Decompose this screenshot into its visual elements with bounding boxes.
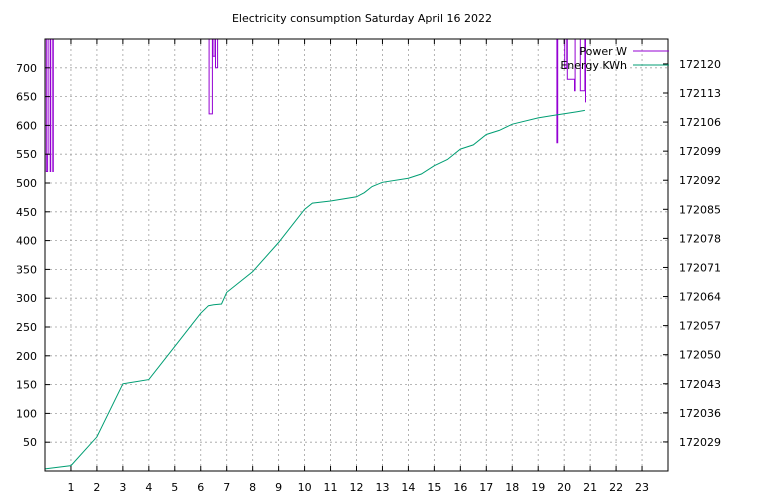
x-tick-label: 19 [531,481,545,494]
y-tick-label: 200 [16,350,37,363]
x-tick-label: 7 [223,481,230,494]
y2-tick-label: 172106 [679,116,721,129]
x-tick-label: 2 [93,481,100,494]
y-tick-label: 300 [16,292,37,305]
y-tick-label: 150 [16,379,37,392]
y2-tick-label: 172043 [679,378,721,391]
y2-tick-label: 172036 [679,407,721,420]
x-tick-label: 3 [119,481,126,494]
y-tick-label: 500 [16,177,37,190]
y-tick-label: 550 [16,148,37,161]
x-tick-label: 18 [505,481,519,494]
y-tick-label: 250 [16,321,37,334]
x-tick-label: 15 [427,481,441,494]
x-tick-label: 11 [324,481,338,494]
x-tick-label: 23 [635,481,649,494]
y-tick-label: 350 [16,263,37,276]
x-tick-label: 10 [298,481,312,494]
y2-tick-label: 172029 [679,436,721,449]
plot-frame [44,38,669,472]
series-group [44,38,586,470]
y2-tick-label: 172092 [679,174,721,187]
x-tick-label: 20 [557,481,571,494]
x-tick-label: 21 [583,481,597,494]
chart-title: Electricity consumption Saturday April 1… [232,12,492,25]
y-tick-label: 450 [16,206,37,219]
series-line-2 [44,109,585,470]
legend-label: Energy KWh [560,59,627,72]
x-tick-label: 1 [67,481,74,494]
y-tick-label: 50 [23,436,37,449]
y-tick-label: 650 [16,91,37,104]
y2-tick-label: 172120 [679,58,721,71]
y2-tick-label: 172064 [679,291,721,304]
y2-tick-label: 172078 [679,232,721,245]
x-tick-label: 8 [249,481,256,494]
y-tick-label: 400 [16,235,37,248]
x-tick-label: 17 [479,481,493,494]
legend-label: Power W [579,45,627,58]
y2-tick-label: 172099 [679,145,721,158]
y-tick-label: 100 [16,407,37,420]
x-tick-label: 4 [145,481,152,494]
y2-tick-label: 172085 [679,203,721,216]
axes: 1 2 3 4 5 6 7 8 9 10 11 12 13 14 15 16 17 18 19 20 21 22 23501… [16,38,721,494]
x-tick-label: 14 [401,481,415,494]
grid [45,39,668,471]
y-tick-label: 600 [16,119,37,132]
x-tick-label: 5 [171,481,178,494]
x-tick-label: 6 [197,481,204,494]
y2-tick-label: 172113 [679,87,721,100]
y2-tick-label: 172071 [679,261,721,274]
x-tick-label: 9 [275,481,282,494]
x-tick-label: 13 [375,481,389,494]
x-tick-label: 16 [453,481,467,494]
x-tick-label: 22 [609,481,623,494]
y2-tick-label: 172057 [679,320,721,333]
x-tick-label: 12 [350,481,364,494]
y2-tick-label: 172050 [679,349,721,362]
y-tick-label: 700 [16,62,37,75]
series-line-1 [45,38,586,172]
